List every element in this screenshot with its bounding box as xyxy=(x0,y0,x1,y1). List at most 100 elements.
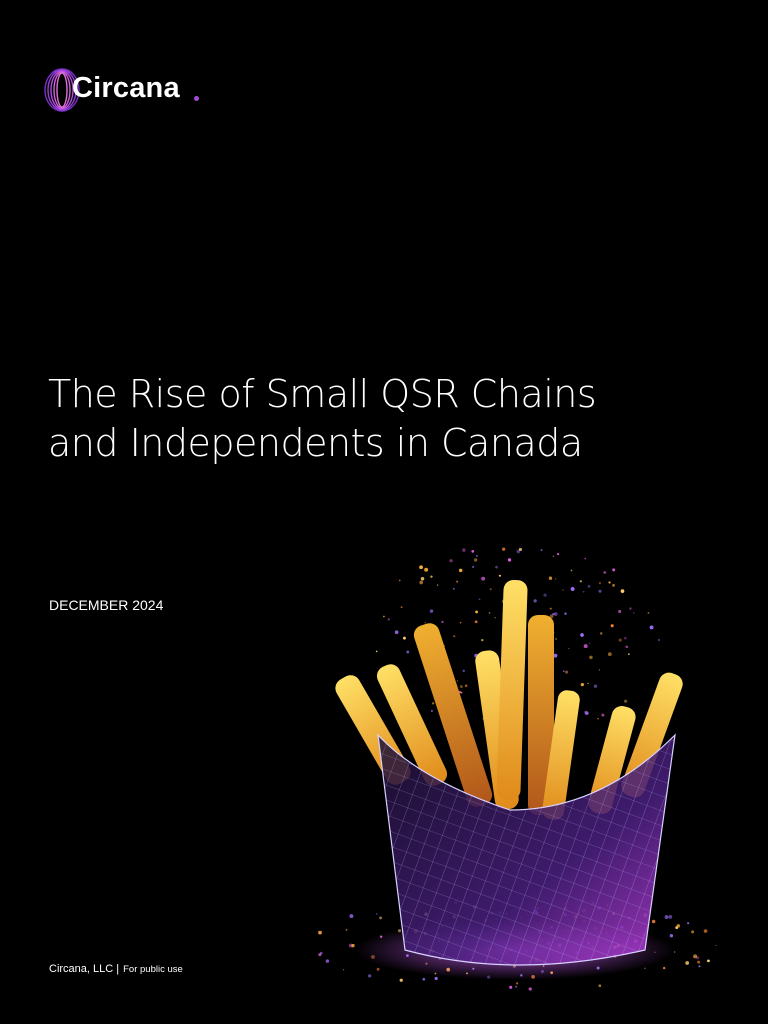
sparkle xyxy=(629,607,632,610)
sparkle xyxy=(406,650,410,654)
sparkle xyxy=(422,977,426,981)
sparkle xyxy=(687,922,690,925)
sparkle xyxy=(420,576,425,581)
sparkle xyxy=(589,655,593,660)
sparkle xyxy=(528,987,532,991)
sparkle xyxy=(453,588,455,590)
sparkle xyxy=(430,710,433,712)
sparkle xyxy=(644,967,646,970)
sparkle xyxy=(431,702,435,705)
sparkle xyxy=(627,653,630,656)
sparkle xyxy=(437,584,439,586)
sparkle xyxy=(548,576,553,580)
sparkle xyxy=(400,606,403,609)
sparkle xyxy=(552,613,555,616)
sparkle xyxy=(488,612,491,614)
sparkle xyxy=(624,699,628,703)
sparkle xyxy=(424,621,427,624)
sparkle xyxy=(458,568,463,573)
cup-mesh xyxy=(377,733,676,966)
sparkle xyxy=(598,669,601,671)
sparkle xyxy=(612,568,616,572)
sparkle xyxy=(387,618,390,621)
sparkle xyxy=(597,717,599,720)
sparkle xyxy=(478,598,481,601)
sparkle xyxy=(707,959,710,963)
sparkle xyxy=(618,638,622,642)
sparkle xyxy=(379,916,383,920)
sparkle xyxy=(489,588,492,591)
sparkle xyxy=(429,609,434,613)
sparkle xyxy=(394,630,399,635)
sparkle xyxy=(625,645,629,649)
sparkle xyxy=(342,969,345,971)
sparkle xyxy=(651,919,656,924)
sparkle xyxy=(553,612,558,616)
sparkle xyxy=(584,711,589,716)
footer-company: Circana, LLC | xyxy=(49,963,120,975)
sparkle xyxy=(570,587,575,591)
sparkle xyxy=(552,555,555,557)
sparkle xyxy=(549,614,554,619)
sparkle xyxy=(419,565,423,570)
sparkle xyxy=(399,978,403,982)
sparkle xyxy=(562,670,565,673)
sparkle xyxy=(562,589,564,591)
sparkle xyxy=(587,584,591,588)
sparkle xyxy=(449,559,453,563)
sparkle xyxy=(441,620,444,623)
sparkle xyxy=(424,567,429,572)
sparkle xyxy=(593,684,598,688)
sparkle xyxy=(632,612,635,614)
sparkle xyxy=(456,580,459,583)
sparkle xyxy=(715,944,717,947)
sparkle xyxy=(554,578,557,580)
sparkle xyxy=(703,929,708,933)
report-date: DECEMBER 2024 xyxy=(49,597,164,613)
sparkle xyxy=(601,713,605,717)
sparkle xyxy=(495,565,498,569)
logo-dot xyxy=(194,96,199,101)
sparkle xyxy=(543,593,547,597)
sparkle xyxy=(533,599,537,603)
sparkle xyxy=(583,644,588,649)
sparkle xyxy=(518,547,522,552)
sparkle xyxy=(608,581,611,584)
fries-illustration xyxy=(318,547,717,991)
sparkle xyxy=(610,624,614,628)
sparkle xyxy=(607,652,612,657)
sparkle xyxy=(624,636,627,640)
sparkle xyxy=(501,547,506,551)
sparkle xyxy=(588,642,591,644)
sparkle xyxy=(556,552,560,556)
sparkle xyxy=(579,580,582,583)
sparkle xyxy=(464,684,468,688)
sparkle xyxy=(474,620,478,624)
sparkle xyxy=(564,612,567,615)
sparkle xyxy=(375,913,378,915)
sparkle xyxy=(325,959,330,963)
sparkle xyxy=(685,961,690,965)
sparkle xyxy=(549,607,552,610)
sparkle xyxy=(473,558,478,562)
sparkle xyxy=(472,565,475,568)
sparkle xyxy=(697,960,701,964)
sparkle xyxy=(612,584,615,587)
sparkle xyxy=(462,548,466,552)
sparkle xyxy=(691,930,695,934)
sparkle xyxy=(553,653,558,658)
sparkle xyxy=(509,985,513,989)
sparkle xyxy=(676,924,681,928)
sparkle xyxy=(481,638,484,642)
sparkle xyxy=(507,558,512,562)
sparkle xyxy=(582,590,585,593)
report-title: The Rise of Small QSR Chains and Indepen… xyxy=(48,372,597,465)
sparkle xyxy=(647,612,650,614)
sparkle xyxy=(555,637,558,640)
sparkle xyxy=(668,914,673,919)
sparkle xyxy=(368,974,372,978)
sparkle xyxy=(568,647,570,650)
sparkle xyxy=(383,615,385,618)
sparkle xyxy=(598,589,602,593)
sparkle xyxy=(584,557,587,560)
